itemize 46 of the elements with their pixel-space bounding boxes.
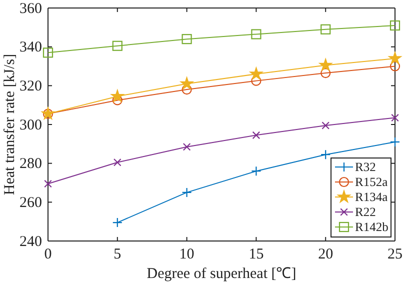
x-tick-label: 15 <box>248 246 264 263</box>
point <box>388 52 402 64</box>
point <box>251 166 262 176</box>
point <box>182 34 192 44</box>
y-tick-label: 360 <box>20 0 42 17</box>
legend-label: R142b <box>355 220 388 234</box>
legend-label: R134a <box>355 190 388 204</box>
point <box>182 84 192 95</box>
point <box>320 68 331 78</box>
point <box>322 122 330 130</box>
point <box>319 58 332 71</box>
legend-label: R22 <box>355 205 376 219</box>
point <box>112 218 122 228</box>
point <box>320 150 331 160</box>
point <box>44 180 52 188</box>
point <box>391 114 399 122</box>
point <box>182 142 191 151</box>
x-tick-label: 0 <box>44 246 52 263</box>
x-axis-title: Degree of superheat [℃] <box>146 266 296 282</box>
y-tick-label: 240 <box>20 234 42 250</box>
legend-label: R152a <box>355 175 388 189</box>
y-axis-title: Heat transfer rate [kJ/s] <box>2 54 18 196</box>
point <box>182 187 192 198</box>
point <box>111 90 124 102</box>
point <box>251 76 262 86</box>
y-tick-label: 280 <box>20 156 42 172</box>
point <box>320 24 331 34</box>
point <box>112 40 122 51</box>
legend-label: R32 <box>355 160 376 174</box>
x-tick-label: 20 <box>318 246 334 263</box>
point <box>252 131 260 140</box>
point <box>390 61 400 72</box>
point <box>42 48 54 58</box>
x-tick-label: 25 <box>388 246 402 263</box>
x-tick-label: 10 <box>179 246 194 263</box>
point <box>390 136 400 148</box>
y-tick-label: 320 <box>20 78 42 94</box>
point <box>113 158 122 166</box>
point <box>390 20 400 31</box>
point <box>180 77 194 90</box>
point <box>251 29 262 40</box>
x-tick-label: 5 <box>114 246 122 263</box>
y-tick-label: 260 <box>20 194 42 211</box>
y-tick-label: 300 <box>20 117 42 134</box>
point <box>250 68 262 80</box>
y-tick-label: 340 <box>20 40 42 56</box>
